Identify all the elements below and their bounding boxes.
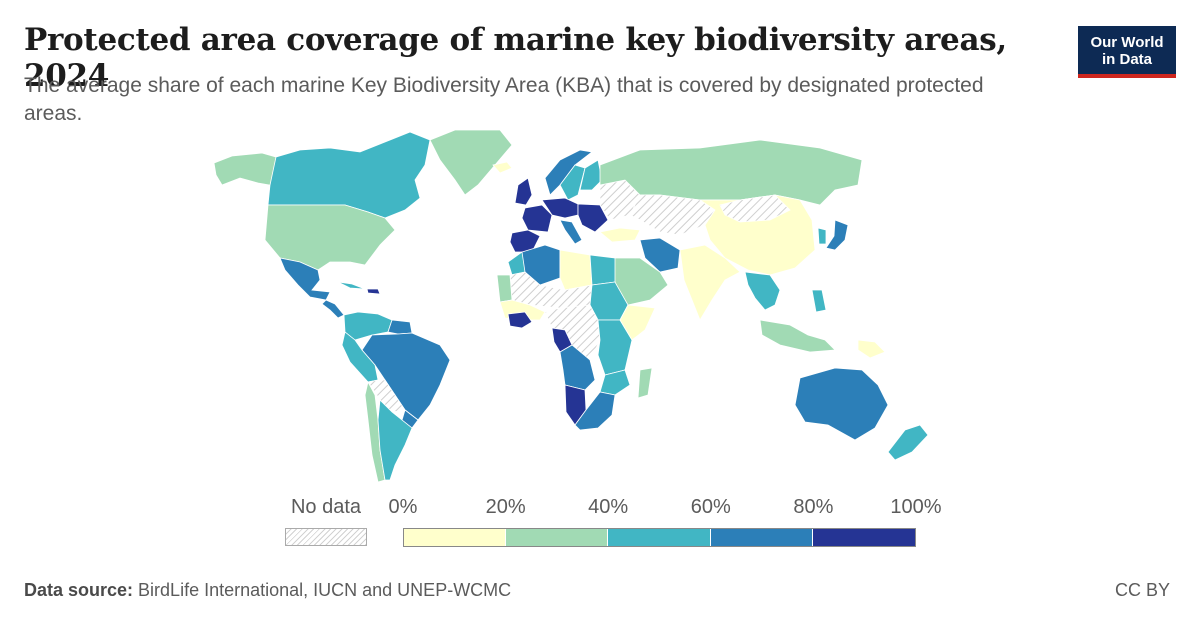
map-region-greenland[interactable]: [429, 129, 513, 196]
map-region-japan[interactable]: [825, 219, 849, 251]
license-link[interactable]: CC BY: [1115, 580, 1171, 600]
map-region-france[interactable]: [521, 204, 553, 233]
data-source: Data source: BirdLife International, IUC…: [24, 580, 511, 601]
owid-logo[interactable]: Our World in Data: [1078, 26, 1176, 78]
map-region-hispaniola[interactable]: [366, 288, 381, 295]
logo-line-1: Our World: [1090, 34, 1164, 51]
map-region-korea[interactable]: [817, 227, 827, 245]
legend-bin-0-20[interactable]: [403, 528, 506, 547]
map-region-mexico[interactable]: [279, 257, 331, 301]
map-region-finland[interactable]: [579, 159, 603, 191]
map-region-italy[interactable]: [559, 219, 583, 245]
map-region-norway[interactable]: [544, 149, 593, 196]
map-region-alaska[interactable]: [213, 152, 277, 187]
map-region-iran[interactable]: [639, 237, 681, 273]
map-region-papua-new-guinea[interactable]: [857, 339, 886, 359]
map-region-australia[interactable]: [794, 367, 889, 441]
map-region-philippines[interactable]: [811, 289, 827, 313]
map-region-brazil[interactable]: [361, 332, 451, 421]
legend-tick-label: 60%: [690, 496, 731, 518]
legend-tick-label: 0%: [388, 496, 418, 518]
data-source-label: Data source:: [24, 580, 134, 600]
legend-tick-label: 100%: [890, 496, 942, 518]
map-region-mozambique[interactable]: [599, 369, 631, 396]
legend-tick-label: 20%: [485, 496, 526, 518]
map-region-kazakhstan-central-asia[interactable]: [629, 194, 716, 236]
logo-line-2: in Data: [1101, 51, 1152, 68]
legend-tick-label: 80%: [793, 496, 834, 518]
map-region-cote-d-ivoire-ghana[interactable]: [507, 311, 533, 329]
legend-no-data-label: No data: [290, 496, 362, 518]
legend-no-data-swatch[interactable]: [285, 528, 367, 546]
map-region-somalia[interactable]: [619, 304, 656, 341]
map-region-south-africa[interactable]: [574, 391, 616, 431]
map-region-united-kingdom[interactable]: [514, 177, 533, 206]
data-source-text[interactable]: BirdLife International, IUCN and UNEP-WC…: [133, 580, 512, 600]
chart-subtitle: The average share of each marine Key Bio…: [24, 74, 984, 125]
map-region-sweden[interactable]: [559, 164, 586, 201]
legend-bin-40-60[interactable]: [608, 528, 711, 547]
chart-title: Protected area coverage of marine key bi…: [24, 22, 1007, 94]
map-region-mainland-southeast-asia[interactable]: [744, 271, 781, 311]
map-region-argentina[interactable]: [377, 399, 413, 481]
legend-tick-label: 40%: [588, 496, 629, 518]
map-region-cuba[interactable]: [337, 281, 366, 290]
map-region-chile[interactable]: [364, 380, 386, 483]
legend-bin-60-80[interactable]: [710, 528, 814, 547]
map-region-india[interactable]: [679, 244, 741, 321]
map-region-russia[interactable]: [599, 139, 863, 206]
map-region-angola[interactable]: [559, 344, 596, 391]
map-region-indonesia[interactable]: [759, 319, 836, 353]
legend-bin-80-100[interactable]: [813, 528, 916, 547]
map-region-new-zealand[interactable]: [887, 424, 929, 461]
map-region-madagascar[interactable]: [637, 367, 653, 399]
map-region-central-america[interactable]: [321, 299, 345, 319]
map-region-turkey[interactable]: [599, 227, 641, 243]
map-region-iceland[interactable]: [492, 161, 513, 174]
map-region-mongolia[interactable]: [719, 194, 791, 223]
legend-bin-20-40[interactable]: [505, 528, 609, 547]
